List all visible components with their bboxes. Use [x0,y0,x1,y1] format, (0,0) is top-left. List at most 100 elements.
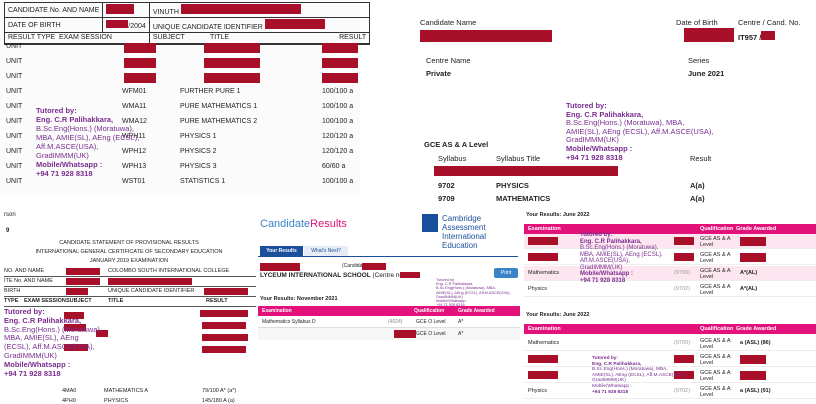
candidate-paren: (Candida [342,263,363,269]
unit-type: UNIT [6,88,23,95]
result-row: GCE AS & A Level [524,352,816,367]
candidate-name-label: Candidate Name [420,18,477,27]
redacted-cell [200,310,248,317]
unit-subject: WST01 [122,178,146,185]
tutor-line: +94 71 928 8318 [580,277,626,284]
col-result: RESULT [339,34,367,42]
unit-row: UNIT WPH13 PHYSICS 3 60/60 a [4,163,354,175]
unit-type: UNIT [6,118,23,125]
redacted-name [420,30,552,42]
unit-title: STATISTICS 1 [180,178,226,185]
grade: A*(AL) [740,286,758,292]
unit-title: FURTHER PURE 1 [180,88,241,95]
tutor-line: Tutored by: [592,356,619,361]
col-exam-session: EXAM SESSION [58,34,112,42]
panel-igcse-statement: rson 9 CANDIDATE STATEMENT OF PROVISIONA… [0,212,258,404]
result-row: GCE AS & A Level [524,368,816,383]
exam-name: Physics [528,388,547,394]
candidate-header-table: CANDIDATE No. AND NAME VINUTH DATE OF BI… [3,2,371,45]
redacted-cand [362,263,386,270]
tutor-line: Mobile/Whatsapp : [436,299,468,304]
results-heading-1: Your Results: June 2022 [526,212,590,218]
unit-type: UNIT [6,103,23,110]
candidate-no-label: CANDIDATE No. AND NAME [3,2,104,18]
col-subject: SUBJECT [152,34,185,42]
redacted-cell [674,371,694,379]
unit-type: UNIT [6,163,23,170]
results-header-1: Examination Qualification Grade Awarded [524,224,816,234]
unit-type: UNIT [6,58,23,65]
result-row: Mathematics Syllabus D (4024) GCE O Leve… [258,316,520,328]
redacted-cell [322,73,358,83]
panel-cambridge-online-results: CandidateResults Cambridge Assessment Int… [258,212,520,401]
unit-row: UNIT [4,58,358,70]
unit-row: UNIT [4,43,358,55]
tutor-line: +94 71 928 8318 [566,152,623,162]
print-button[interactable]: Print [494,268,518,278]
unit-result: 120/120 a [322,133,354,140]
centre-name-label: Centre Name [426,56,471,65]
tutor-line: Aff.M.ASCE(USA), [580,258,630,264]
igcse-row-physics: 4PH0 PHYSICS 145/180 A (a) [62,398,235,404]
redacted-cell [204,43,260,53]
result-row-maths: 9709 MATHEMATICS A(a) [438,194,705,203]
tutor-watermark-5: Tutored by: Eng. C.R Palihakkara, B.Sc.E… [580,232,663,284]
redacted-cell [740,371,766,380]
exam-name: Mathematics [528,270,560,276]
tab-divider [258,256,518,257]
redacted-cell [202,334,248,341]
redacted-cell [124,73,156,83]
redacted-cell [204,73,260,83]
unit-subject: WPH13 [122,163,147,170]
tutor-line: Mobile/Whatsapp : [566,143,633,153]
unit-title: PHYSICS 3 [180,163,217,170]
row-birth: BIRTH UNIQUE CANDIDATE IDENTIFIER [4,288,256,297]
exam-code: (9709) [674,340,690,346]
tutor-line: AMIE(SL), AEng (ECSL), Aff.M.ASCE(USA), [436,290,511,295]
tutor-watermark-1: Tutored by: Eng. C.R Palihakkara, B.Sc.E… [36,106,139,178]
tutor-watermark-6: Tutored by: Eng. C.R Palihakkara, B.Sc.E… [592,356,686,395]
redacted-cell [740,253,766,262]
result-row: Mathematics (9709) GCE AS & A Level a (ASL)… [524,336,816,351]
qualification: GCE AS & A Level [700,354,731,366]
tab-whats-next[interactable]: What's Next? [304,246,348,256]
redacted-cell [528,371,558,379]
syllabus-title-col: Syllabus Title [496,154,541,163]
results-heading-2: Your Results: June 2022 [526,312,590,318]
qualification: GCE AS & A Level [700,268,731,280]
result-row-physics: 9702 PHYSICS A(a) [438,181,705,190]
unit-title: PHYSICS 2 [180,148,217,155]
tutor-line: Mobile/Whatsapp : [592,383,632,389]
unit-row: UNIT WMA11 PURE MATHEMATICS 1 100/100 a [4,103,354,115]
unit-row: UNIT WFM01 FURTHER PURE 1 100/100 a [4,88,354,100]
exam-name: Physics [528,286,547,292]
redacted-cell [674,237,694,245]
qualification: GCE AS & A Level [700,370,731,382]
result-row: GCE O Level A* [258,328,520,340]
tutor-line: Mobile/Whatsapp : [36,160,103,169]
series-value: June 2021 [688,69,725,78]
unit-result: 100/100 a [322,88,354,95]
redacted-cell [740,355,766,364]
result-col: Result [690,154,712,163]
uci-label: UNIQUE CANDIDATE IDENTIFIER [152,24,263,31]
unit-type: UNIT [6,133,23,140]
tutor-line: +94 71 928 8318 [36,169,93,178]
result-row: Mathematics (9709) GCE AS & A Level A*(AL) [524,266,816,281]
panel-cambridge-statement: Candidate Name Date of Birth Centre / Ca… [420,8,816,213]
series-label: Series [688,56,710,65]
exam-code: (9702) [674,286,690,292]
tutor-line: GradIMMM(UK) [580,264,623,271]
tutor-line: MBA, AMIE(SL), AEng (ECSL), [36,133,140,142]
tab-your-results[interactable]: Your Results [260,246,303,256]
tutor-line: Mobile/Whatsapp : [4,359,71,369]
tutor-line: B.Sc.Eng(Hons.) (Moratuwa), MBA, [566,118,685,128]
result-row: GCE AS & A Level [524,250,816,265]
tutor-line: Eng. C.R Palihakkara, [436,282,474,287]
tutor-line: B.Sc.Eng(Hons.) (Moratuwa), [580,245,659,251]
unit-subject: WMA11 [122,103,147,110]
redacted-cell [674,355,694,363]
col-result-type: RESULT TYPE [8,34,56,42]
tutor-line: GradIMMM(UK) [4,350,57,360]
tutor-line: B.Sc.Eng(Hons.) (Moratuwa), MBA, [436,286,496,291]
